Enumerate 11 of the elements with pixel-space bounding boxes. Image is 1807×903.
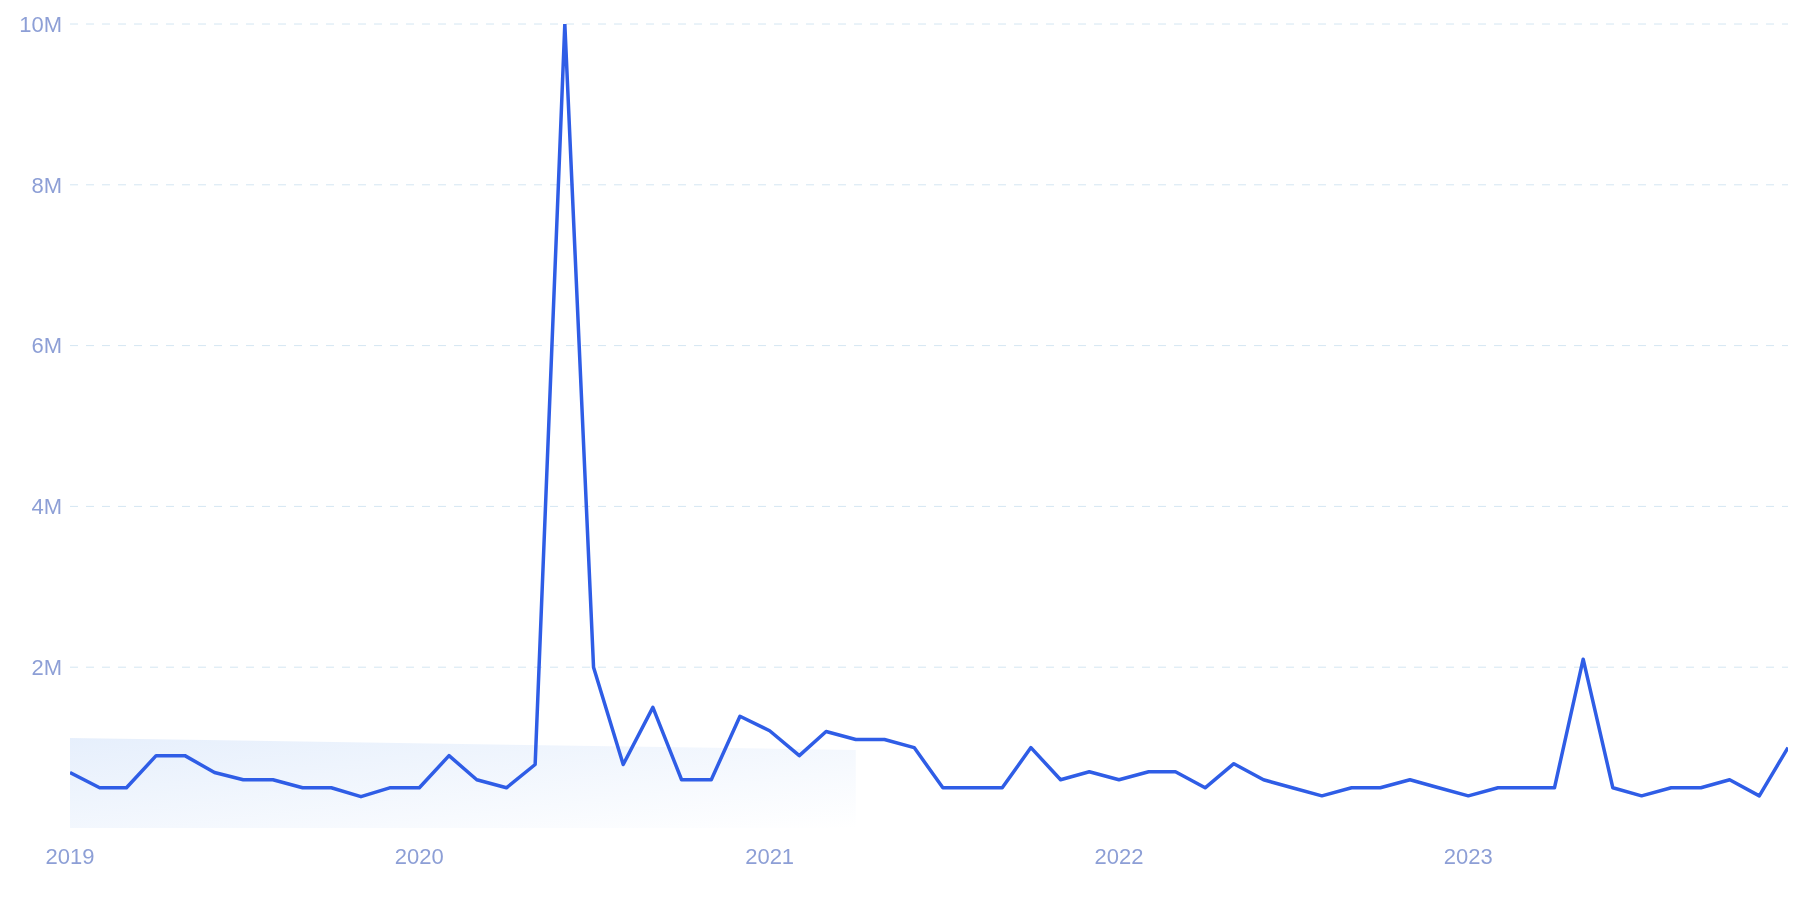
line-series [70,24,1788,799]
y-tick-label: 6M [31,333,62,359]
x-tick-label: 2023 [1443,843,1493,869]
x-tick-label: 2022 [1094,843,1144,869]
y-tick-label: 8M [31,172,62,198]
y-tick-label: 10M [19,11,62,37]
x-tick-label: 2019 [45,843,95,869]
x-tick-label: 2020 [394,843,444,869]
y-tick-label: 4M [31,494,62,520]
x-tick-label: 2021 [745,843,795,869]
y-tick-label: 2M [31,655,62,681]
